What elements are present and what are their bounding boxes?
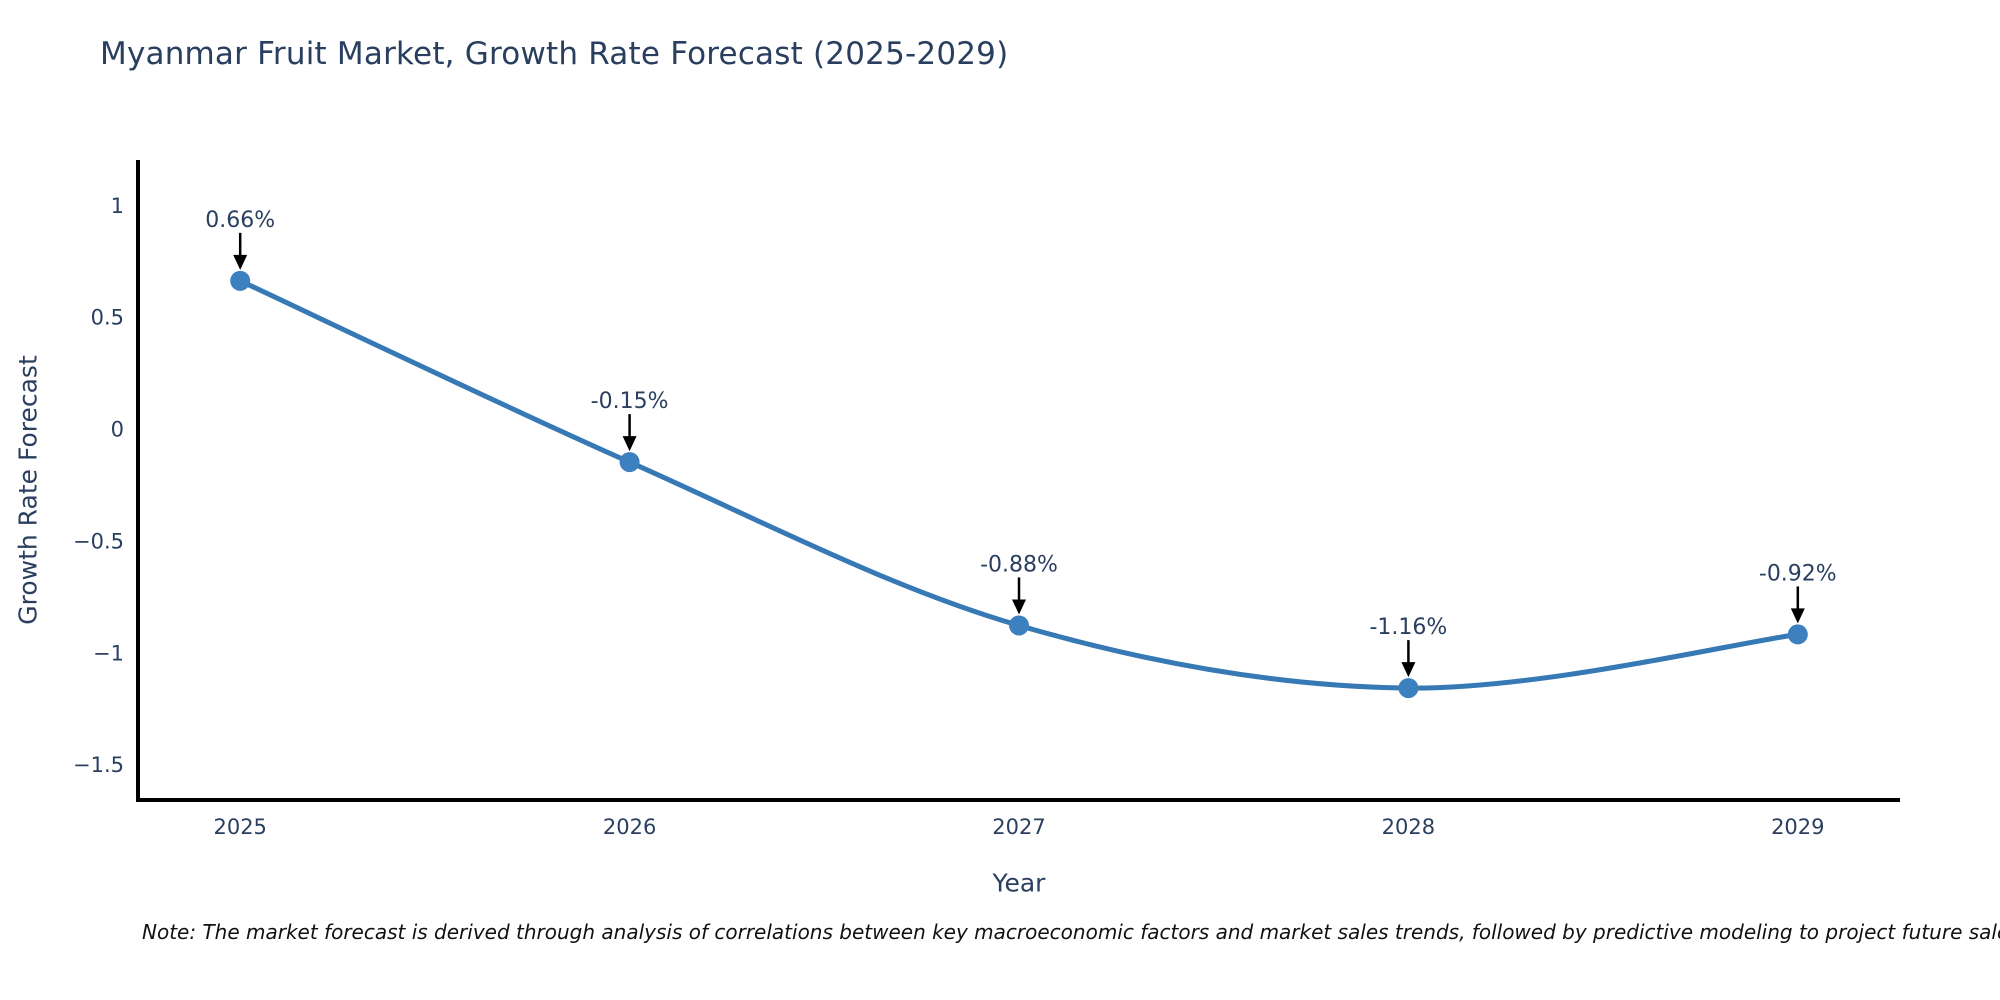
footnote: Note: The market forecast is derived thr… xyxy=(142,920,2000,944)
y-tick-label: −0.5 xyxy=(73,529,124,553)
y-tick-label: 0 xyxy=(111,418,124,442)
y-tick-label: 1 xyxy=(111,194,124,218)
y-tick-label: 0.5 xyxy=(91,306,124,330)
x-tick-label: 2026 xyxy=(603,815,656,839)
annotation-label: -1.16% xyxy=(1369,615,1447,640)
annotation-arrow-head xyxy=(1012,599,1026,615)
x-tick-label: 2028 xyxy=(1382,815,1435,839)
annotation-label: -0.15% xyxy=(591,389,669,414)
x-tick-label: 2025 xyxy=(213,815,266,839)
y-tick-label: −1 xyxy=(93,641,124,665)
y-axis-title: Growth Rate Forecast xyxy=(13,355,43,625)
data-point-marker xyxy=(1787,624,1808,645)
annotation-arrow-head xyxy=(622,436,637,452)
annotation-label: -0.92% xyxy=(1759,561,1837,586)
data-point-marker xyxy=(230,270,251,291)
x-axis-title: Year xyxy=(992,868,1046,898)
data-point-marker xyxy=(619,452,640,473)
annotation-arrow-head xyxy=(1790,608,1805,624)
x-tick-label: 2029 xyxy=(1771,815,1824,839)
data-point-marker xyxy=(1009,615,1029,636)
y-tick-label: −1.5 xyxy=(73,753,124,777)
data-point-marker xyxy=(1398,678,1419,699)
x-tick-label: 2027 xyxy=(992,815,1045,839)
annotation-arrow-head xyxy=(1401,662,1416,678)
annotation-label: -0.88% xyxy=(980,552,1058,577)
annotation-arrow-head xyxy=(233,254,248,270)
annotation-label: 0.66% xyxy=(205,208,275,233)
chart-title: Myanmar Fruit Market, Growth Rate Foreca… xyxy=(100,36,1009,72)
